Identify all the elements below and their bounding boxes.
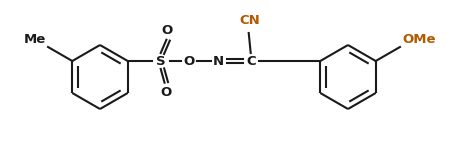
Text: O: O	[162, 24, 173, 37]
Text: S: S	[156, 54, 166, 67]
Text: OMe: OMe	[402, 33, 435, 46]
Text: C: C	[246, 54, 256, 67]
Text: Me: Me	[24, 33, 46, 46]
Text: N: N	[213, 54, 224, 67]
Text: O: O	[160, 86, 171, 99]
Text: CN: CN	[239, 14, 260, 27]
Text: O: O	[183, 54, 194, 67]
